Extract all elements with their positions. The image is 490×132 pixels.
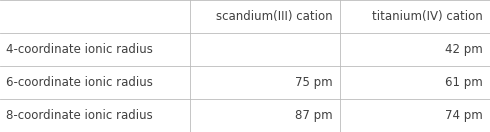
Bar: [340, 33, 490, 66]
Text: 75 pm: 75 pm: [295, 76, 333, 89]
Bar: [190, 99, 340, 132]
Bar: [340, 66, 490, 99]
Bar: [190, 66, 340, 99]
Bar: [0, 0, 190, 33]
Bar: [0, 33, 190, 66]
Bar: [0, 99, 190, 132]
Text: 4-coordinate ionic radius: 4-coordinate ionic radius: [6, 43, 153, 56]
Text: 6-coordinate ionic radius: 6-coordinate ionic radius: [6, 76, 153, 89]
Text: scandium(III) cation: scandium(III) cation: [216, 10, 333, 23]
Bar: [190, 33, 340, 66]
Bar: [340, 0, 490, 33]
Bar: [340, 99, 490, 132]
Bar: [0, 66, 190, 99]
Text: 87 pm: 87 pm: [295, 109, 333, 122]
Text: 74 pm: 74 pm: [445, 109, 483, 122]
Text: 61 pm: 61 pm: [445, 76, 483, 89]
Text: 8-coordinate ionic radius: 8-coordinate ionic radius: [6, 109, 152, 122]
Text: titanium(IV) cation: titanium(IV) cation: [372, 10, 483, 23]
Text: 42 pm: 42 pm: [445, 43, 483, 56]
Bar: [190, 0, 340, 33]
